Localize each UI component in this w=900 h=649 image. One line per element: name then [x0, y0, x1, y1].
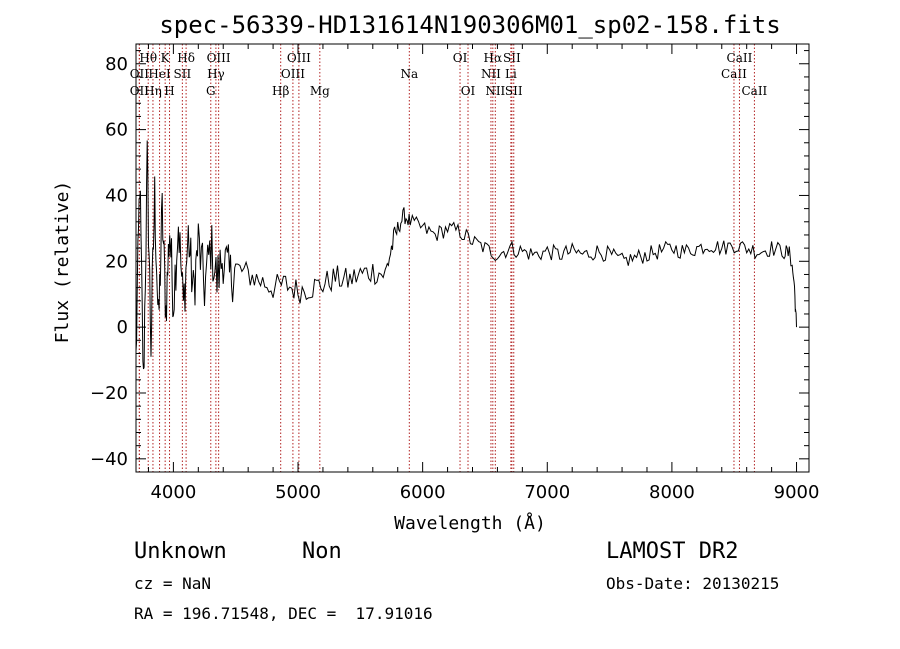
line-marker-label: H: [164, 84, 174, 98]
x-axis-label: Wavelength (Å): [394, 512, 546, 534]
y-tick-label: 80: [105, 54, 128, 75]
y-tick-label: 40: [105, 185, 128, 206]
object-class: Unknown: [134, 539, 227, 564]
x-tick-label: 8000: [649, 482, 695, 503]
y-tick-label: 60: [105, 120, 128, 141]
y-tick-label: 0: [117, 317, 128, 338]
line-marker-label: Hδ: [177, 51, 195, 65]
x-tick-label: 6000: [400, 482, 446, 503]
line-marker-label: NII: [481, 67, 501, 81]
plot-frame: [135, 43, 810, 473]
line-markers: OIIOIIHθHηHeIKHSIIHδGOIIIHγHβOIIIOIIIMgN…: [130, 44, 768, 472]
line-marker-label: Mg: [310, 84, 330, 98]
line-marker-label: Hη: [144, 84, 162, 98]
survey-name: LAMOST DR2: [606, 539, 739, 564]
axis-ticks: 4000 5000 6000 7000 8000 9000 −40 −20 0 20 40 60 80: [90, 44, 819, 503]
line-marker-label: Hα: [484, 51, 503, 65]
x-tick-label: 4000: [150, 482, 196, 503]
object-subclass: Non: [302, 539, 342, 564]
line-marker-label: SII: [503, 51, 521, 65]
line-marker-label: G: [206, 84, 216, 98]
line-marker-label: NII: [485, 84, 505, 98]
line-marker-label: Hγ: [207, 67, 225, 81]
coordinates: RA = 196.71548, DEC = 17.91016: [134, 604, 433, 623]
line-marker-label: OII: [130, 84, 150, 98]
line-marker-label: OI: [461, 84, 476, 98]
x-tick-label: 9000: [774, 482, 820, 503]
spectrum-line: [135, 140, 797, 370]
line-marker-label: Na: [400, 67, 418, 81]
line-marker-label: Hβ: [272, 84, 289, 98]
line-marker-label: OII: [130, 67, 150, 81]
y-axis-label: Flux (relative): [52, 181, 73, 344]
line-marker-label: CaII: [727, 51, 753, 65]
obs-date: Obs-Date: 20130215: [606, 574, 780, 593]
line-marker-label: OIII: [287, 51, 311, 65]
line-marker-label: HeI: [148, 67, 171, 81]
line-marker-label: Li: [505, 67, 517, 81]
line-marker-label: OI: [453, 51, 468, 65]
redshift-value: cz = NaN: [134, 574, 212, 593]
chart-title: spec-56339-HD131614N190306M01_sp02-158.f…: [159, 11, 780, 39]
line-marker-label: SII: [505, 84, 523, 98]
line-marker-label: SII: [174, 67, 192, 81]
line-marker-label: OIII: [281, 67, 305, 81]
x-tick-label: 7000: [524, 482, 570, 503]
y-tick-label: −40: [90, 449, 128, 470]
line-marker-label: CaII: [741, 84, 767, 98]
line-marker-label: Hθ: [139, 51, 157, 65]
y-tick-label: −20: [90, 383, 128, 404]
line-marker-label: OIII: [207, 51, 231, 65]
x-tick-label: 5000: [275, 482, 321, 503]
line-marker-label: CaII: [721, 67, 747, 81]
y-tick-label: 20: [105, 251, 128, 272]
line-marker-label: K: [161, 51, 171, 65]
